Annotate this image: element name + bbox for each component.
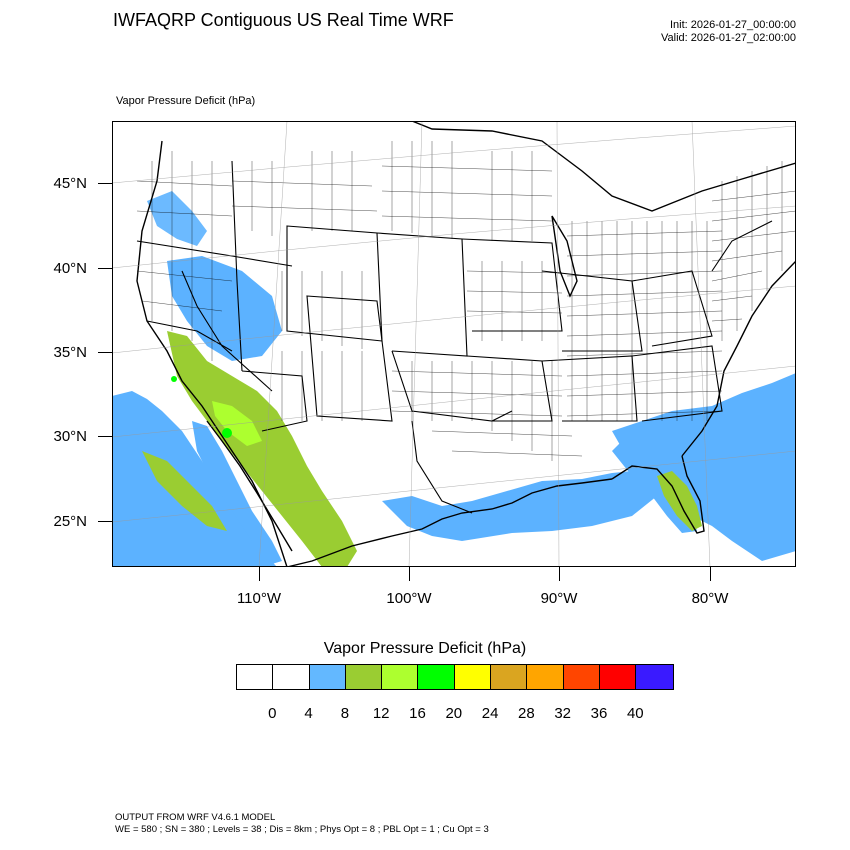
lat-tick	[98, 183, 112, 184]
colorbar-label: 36	[590, 705, 608, 722]
lat-label: 45°N	[53, 175, 87, 192]
county-lines	[136, 141, 796, 461]
colorbar-swatch	[563, 665, 600, 689]
lon-tick	[710, 567, 711, 581]
colorbar	[236, 664, 674, 690]
lon-tick	[259, 567, 260, 581]
colorbar-label: 24	[481, 705, 499, 722]
init-time: Init: 2026-01-27_00:00:00	[670, 19, 796, 31]
lat-label: 40°N	[53, 260, 87, 277]
colorbar-swatch	[599, 665, 637, 689]
colorbar-swatch	[309, 665, 346, 689]
mexico-green-shading	[212, 401, 262, 446]
colorbar-swatch	[454, 665, 492, 689]
colorbar-swatch	[345, 665, 383, 689]
valid-time: Valid: 2026-01-27_02:00:00	[661, 32, 796, 44]
colorbar-label: 4	[304, 705, 313, 722]
colorbar-label: 40	[626, 705, 644, 722]
model-footer: OUTPUT FROM WRF V4.6.1 MODEL WE = 580 ; …	[115, 812, 489, 836]
lime-spot-shading	[171, 376, 177, 382]
gulf-california-shading	[192, 421, 282, 567]
lon-label: 90°W	[540, 590, 578, 607]
colorbar-swatch	[527, 665, 564, 689]
great-basin-shading	[167, 256, 282, 361]
colorbar-label: 28	[518, 705, 535, 722]
lat-label: 30°N	[53, 428, 87, 445]
gulf-vpd-shading	[382, 466, 657, 541]
colorbar-swatch	[636, 665, 673, 689]
lat-tick	[98, 436, 112, 437]
pacific-vpd-shading	[112, 391, 277, 567]
graticule	[112, 121, 796, 567]
colorbar-swatch	[418, 665, 455, 689]
lon-label: 110°W	[236, 590, 282, 607]
lat-tick	[98, 352, 112, 353]
field-label: Vapor Pressure Deficit (hPa)	[116, 95, 256, 107]
colorbar-label: 8	[340, 705, 350, 722]
colorbar-label: 16	[409, 705, 426, 722]
colorbar-swatch	[273, 665, 310, 689]
lon-tick	[409, 567, 410, 581]
vpd-map	[112, 121, 796, 567]
colorbar-swatch	[382, 665, 419, 689]
lat-label: 25°N	[53, 513, 87, 530]
run-times: Init: 2026-01-27_00:00:00 Valid: 2026-01…	[661, 19, 796, 45]
baja-green-shading	[142, 451, 227, 531]
colorbar-title: Vapor Pressure Deficit (hPa)	[323, 640, 527, 657]
lon-label: 100°W	[386, 590, 432, 607]
colorbar-swatch	[491, 665, 528, 689]
map-title: IWFAQRP Contiguous US Real Time WRF	[113, 10, 454, 30]
colorbar-label: 20	[445, 705, 463, 722]
colorbar-swatch	[237, 665, 274, 689]
colorbar-label: 32	[554, 705, 572, 722]
lat-label: 35°N	[53, 344, 87, 361]
colorbar-label: 0	[268, 705, 277, 722]
lime-spot-shading	[222, 428, 232, 438]
southwest-green-shading	[167, 331, 357, 567]
colorbar-label: 12	[372, 705, 390, 722]
footer-config: WE = 580 ; SN = 380 ; Levels = 38 ; Dis …	[115, 824, 489, 835]
lat-tick	[98, 268, 112, 269]
atlantic-vpd-shading	[612, 373, 796, 561]
lon-tick	[559, 567, 560, 581]
map-frame	[112, 121, 796, 567]
lon-label: 80°W	[691, 590, 729, 607]
lat-tick	[98, 521, 112, 522]
footer-model: OUTPUT FROM WRF V4.6.1 MODEL	[115, 812, 276, 823]
